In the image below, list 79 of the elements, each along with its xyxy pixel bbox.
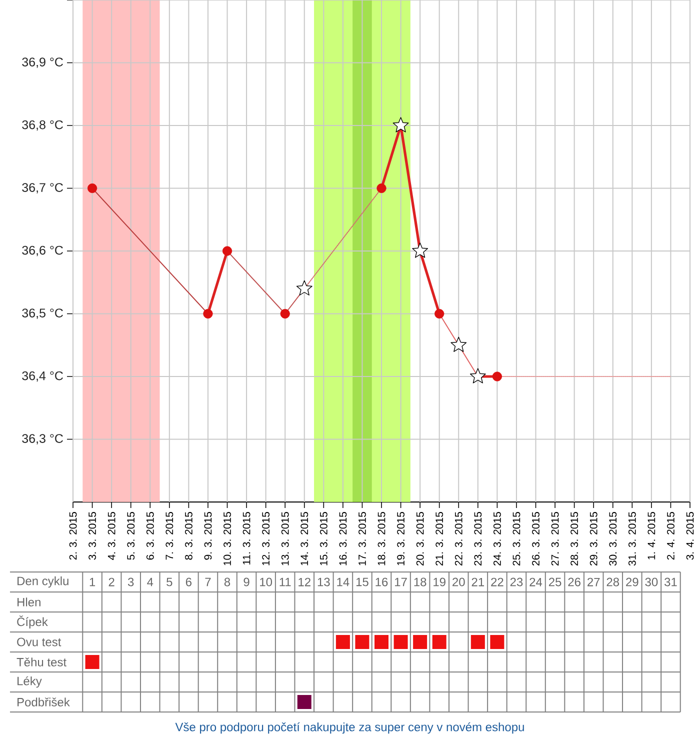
x-tick-label: 19. 3. 2015 <box>397 512 404 566</box>
x-tick-label: 3 <box>128 578 134 586</box>
y-tick-label: Podbřišek <box>18 698 70 706</box>
x-tick-label: 26 <box>568 578 580 586</box>
x-tick-label: 2. 3. 2015 <box>69 512 77 560</box>
x-tick-label: 26. 3. 2015 <box>532 512 540 566</box>
y-tick-label: 36,5 °C <box>22 308 63 319</box>
x-tick-label: 22 <box>491 578 504 586</box>
y-tick-label: 36,8 °C <box>22 120 63 131</box>
y-tick-label: Hlen <box>18 598 40 606</box>
x-tick-label: 9. 3. 2015 <box>204 512 212 560</box>
x-tick-label: 28. 3. 2015 <box>570 512 578 566</box>
x-tick-label: 1 <box>90 578 96 586</box>
x-tick-label: 12. 3. 2015 <box>262 512 270 566</box>
y-tick-label: 36,4 °C <box>22 371 63 382</box>
x-tick-label: 10 <box>260 578 272 586</box>
text: Vše pro podporu početí nakupujte za super ceny v novém eshopu <box>175 722 524 734</box>
x-tick-label: 11. 3. 2015 <box>242 512 250 564</box>
x-tick-label: 8. 3. 2015 <box>184 512 192 560</box>
x-tick-label: 5. 3. 2015 <box>127 512 135 560</box>
x-tick-label: 6 <box>186 578 192 586</box>
x-tick-label: 2. 4. 2015 <box>667 512 674 560</box>
x-axis-title: Den cyklu <box>18 576 68 588</box>
x-tick-label: 4. 3. 2015 <box>108 512 116 560</box>
y-tick-label: Čípek <box>17 616 48 628</box>
x-tick-label: 18 <box>414 578 426 586</box>
x-tick-label: 9 <box>244 578 250 586</box>
x-tick-label: 20. 3. 2015 <box>416 512 424 566</box>
y-tick-label: Ovu test <box>17 638 62 646</box>
x-tick-label: 10. 3. 2015 <box>224 512 231 566</box>
x-tick-label: 12 <box>298 578 310 586</box>
x-tick-label: 20 <box>452 578 465 586</box>
x-tick-label: 17 <box>395 578 407 586</box>
x-tick-label: 15. 3. 2015 <box>320 512 328 566</box>
x-tick-label: 31 <box>664 578 677 586</box>
x-tick-label: 16 <box>376 578 388 586</box>
x-tick-label: 29. 3. 2015 <box>590 512 598 566</box>
x-tick-label: 7 <box>205 578 211 586</box>
x-tick-label: 13 <box>318 578 330 586</box>
x-tick-label: 27 <box>588 578 600 586</box>
x-tick-label: 19 <box>434 578 446 586</box>
y-tick-label: Těhu test <box>16 658 66 666</box>
x-tick-label: 14. 3. 2015 <box>300 512 308 566</box>
x-tick-label: 23. 3. 2015 <box>474 512 482 566</box>
y-tick-label: 36,3 °C <box>22 434 63 444</box>
x-tick-label: 27. 3. 2015 <box>551 512 559 566</box>
x-tick-label: 15 <box>356 578 368 586</box>
y-tick-label: Léky <box>18 676 42 688</box>
x-tick-label: 21 <box>472 578 484 586</box>
x-tick-label: 17. 3. 2015 <box>358 512 366 566</box>
x-tick-label: 25 <box>548 578 562 586</box>
x-tick-label: 5 <box>166 578 172 586</box>
x-tick-label: 3. 3. 2015 <box>88 512 96 560</box>
x-tick-label: 22. 3. 2015 <box>454 512 462 566</box>
x-tick-label: 14 <box>337 578 350 586</box>
y-tick-label: 36,7 °C <box>22 183 63 194</box>
x-tick-label: 24 <box>530 578 542 586</box>
y-tick-label: 36,6 °C <box>22 246 63 256</box>
x-tick-label: 1. 4. 2015 <box>648 512 656 560</box>
x-tick-label: 30 <box>645 578 658 586</box>
x-tick-label: 7. 3. 2015 <box>166 512 174 560</box>
x-tick-label: 28 <box>606 578 620 586</box>
x-tick-label: 2 <box>108 578 114 586</box>
x-tick-label: 24. 3. 2015 <box>493 512 501 566</box>
x-tick-label: 4 <box>147 578 154 586</box>
x-tick-label: 30. 3. 2015 <box>609 512 617 566</box>
x-tick-label: 18. 3. 2015 <box>378 512 386 566</box>
x-tick-label: 3. 4. 2015 <box>686 512 694 560</box>
x-tick-label: 23 <box>510 578 523 586</box>
x-tick-label: 25. 3. 2015 <box>512 512 520 566</box>
x-tick-label: 11 <box>280 578 291 586</box>
x-tick-label: 21. 3. 2015 <box>436 512 444 566</box>
x-tick-label: 6. 3. 2015 <box>146 512 154 560</box>
x-tick-label: 31. 3. 2015 <box>628 512 636 566</box>
x-tick-label: 13. 3. 2015 <box>281 512 289 566</box>
x-tick-label: 29 <box>626 578 638 586</box>
y-tick-label: 36,9 °C <box>22 58 63 68</box>
x-tick-label: 16. 3. 2015 <box>339 512 347 566</box>
x-tick-label: 8 <box>224 578 230 586</box>
